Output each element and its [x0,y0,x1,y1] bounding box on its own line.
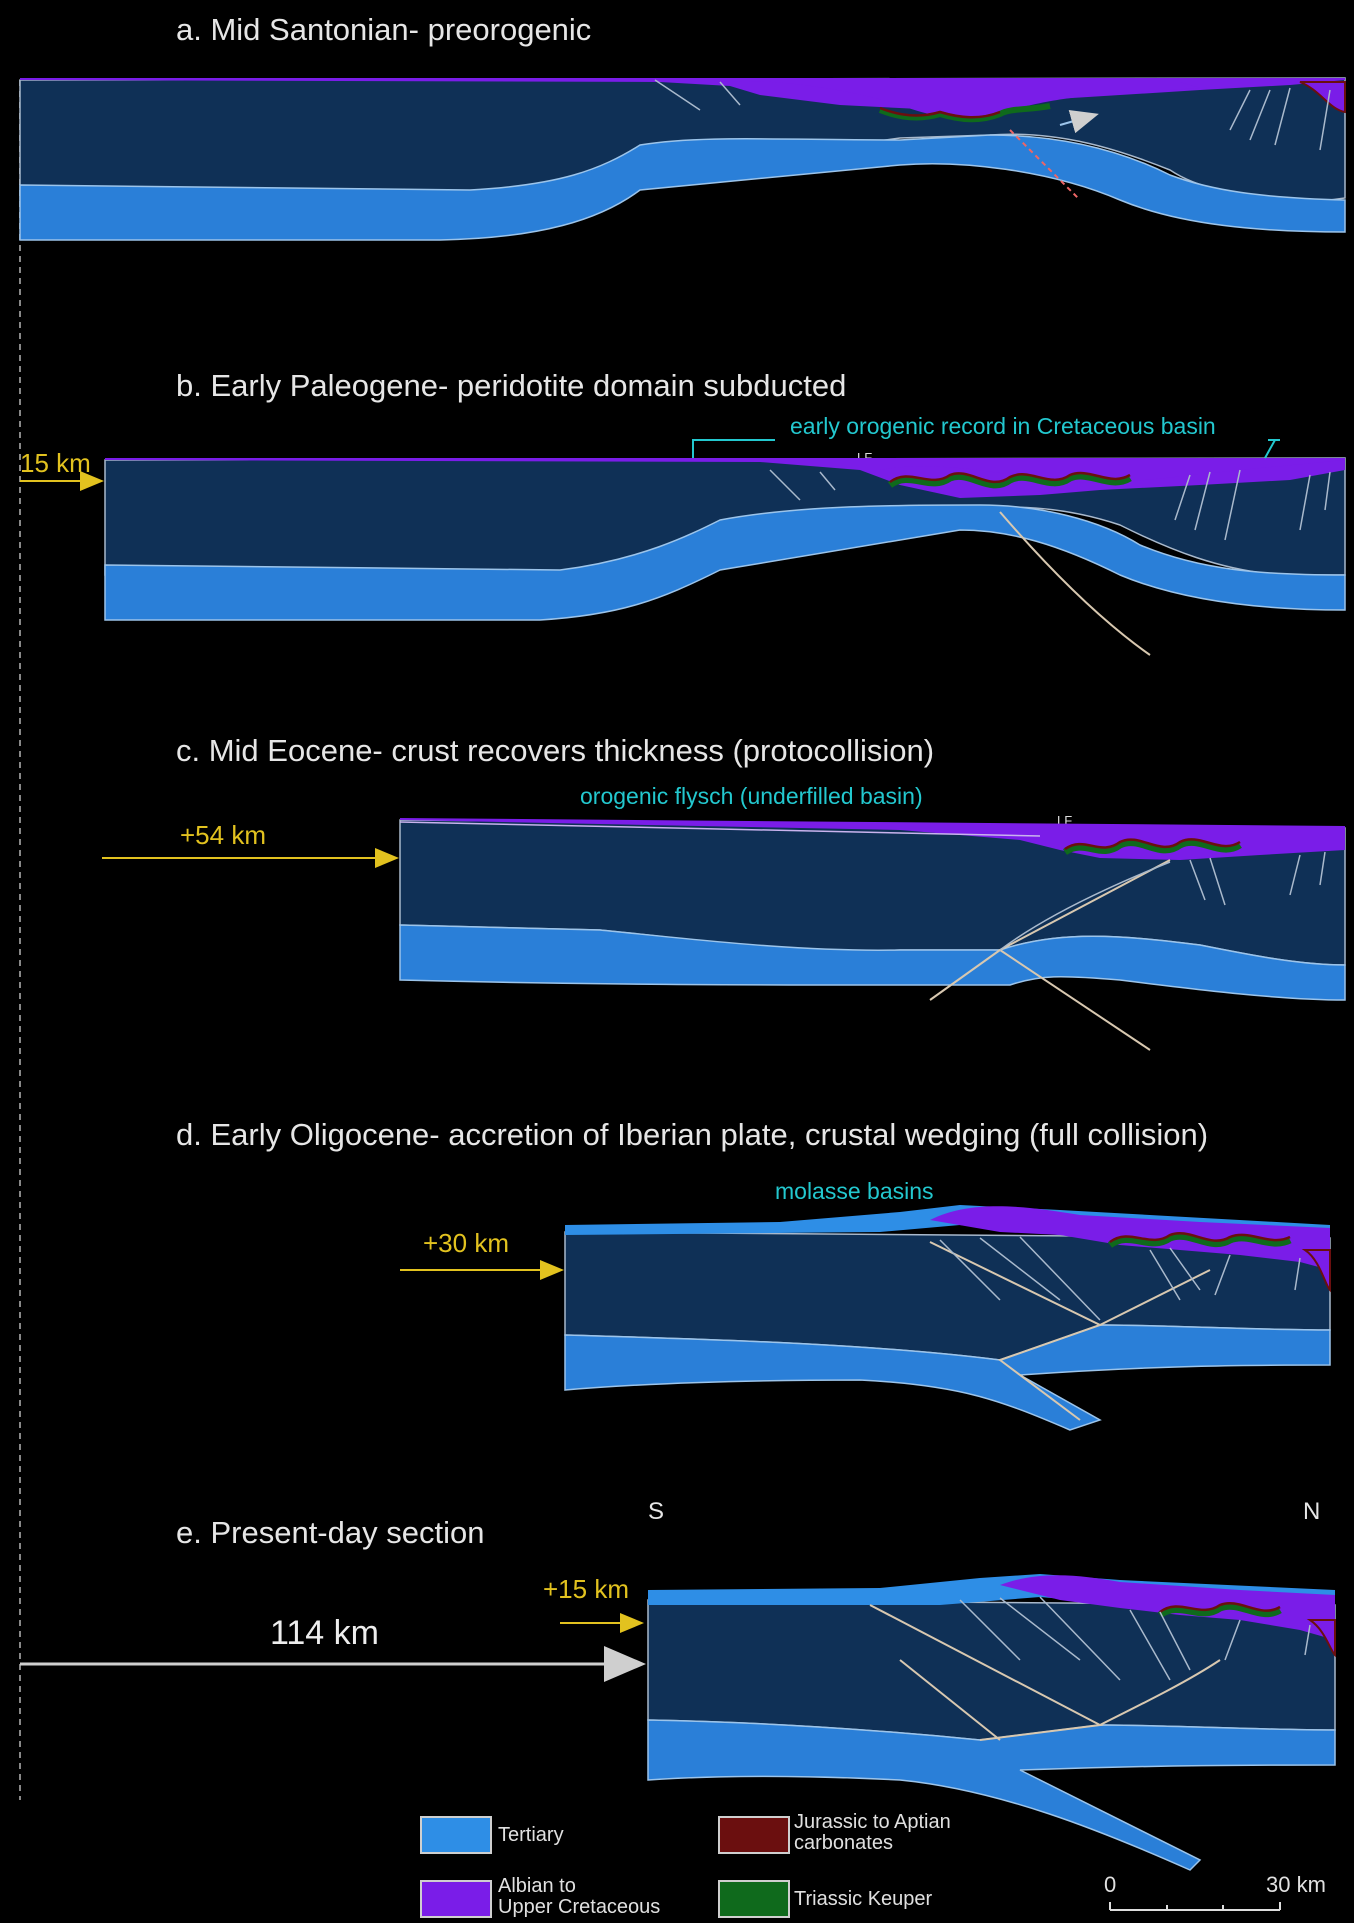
legend-label-jurassic: Jurassic to Aptian carbonates [794,1811,951,1854]
panel-a-mantle [19,134,1346,241]
panel-b-annotation: early orogenic record in Cretaceous basi… [790,413,1216,439]
legend-label-tertiary: Tertiary [498,1824,564,1846]
panel-d-jurassic [1109,1232,1291,1244]
panel-a-basin-fill [720,80,1200,120]
panel-c-jurassic [1064,838,1241,851]
legend-swatch-keuper [718,1880,790,1918]
panel-e-section [20,1574,1336,1871]
legend-label-albian: Albian to Upper Cretaceous [498,1875,661,1918]
panel-e-jurassic [1159,1602,1281,1614]
panel-d-annotation: molasse basins [775,1178,934,1204]
scale-end-label: 30 km [1266,1872,1326,1897]
panel-e-title: e. Present-day section [176,1515,485,1550]
south-label: S [648,1498,665,1525]
panel-d-mantle [564,1324,1331,1431]
panel-a-title: a. Mid Santonian- preorogenic [176,12,592,47]
panel-d-keuper [1107,1232,1292,1249]
panel-c-section [102,818,1346,1051]
panel-b-section [20,439,1346,656]
panel-e-keuper [1157,1602,1282,1619]
panel-c-keuper [1062,838,1242,856]
legend-swatch-tertiary [420,1816,492,1854]
legend-label-keuper: Triassic Keuper [794,1888,933,1910]
panel-c-mantle [399,924,1346,1001]
panel-c-title: c. Mid Eocene- crust recovers thickness … [176,733,935,768]
panel-b-bracket-left [692,439,775,458]
panel-b-keuper [887,472,1132,489]
scale-bar [1109,1902,1281,1911]
panel-d-title: d. Early Oligocene- accretion of Iberian… [176,1117,1209,1152]
north-label: N [1303,1498,1321,1525]
legend-swatch-jurassic [718,1816,790,1854]
panel-b-mantle [104,504,1346,621]
panel-b-shift-label: 15 km [20,448,91,478]
panel-e-mantle [647,1719,1336,1871]
scale-start-label: 0 [1104,1872,1117,1897]
panel-e-shift-label: +15 km [543,1574,629,1604]
panel-a-jurassic [879,106,1001,119]
total-shortening-label: 114 km [270,1614,379,1652]
panel-d-section [400,1205,1331,1431]
panel-e-crust [647,1599,1336,1741]
panel-b-jurassic [889,471,1131,484]
panel-c-shift-label: +54 km [180,820,266,850]
panel-d-shift-label: +30 km [423,1228,509,1258]
panel-b-title: b. Early Paleogene- peridotite domain su… [176,368,847,403]
panel-c-annotation: orogenic flysch (underfilled basin) [580,783,923,809]
panel-a-section [19,77,1346,241]
panel-a-keuper [878,103,1051,123]
panel-b-bracket-right [1264,439,1280,459]
legend-swatch-albian [420,1880,492,1918]
